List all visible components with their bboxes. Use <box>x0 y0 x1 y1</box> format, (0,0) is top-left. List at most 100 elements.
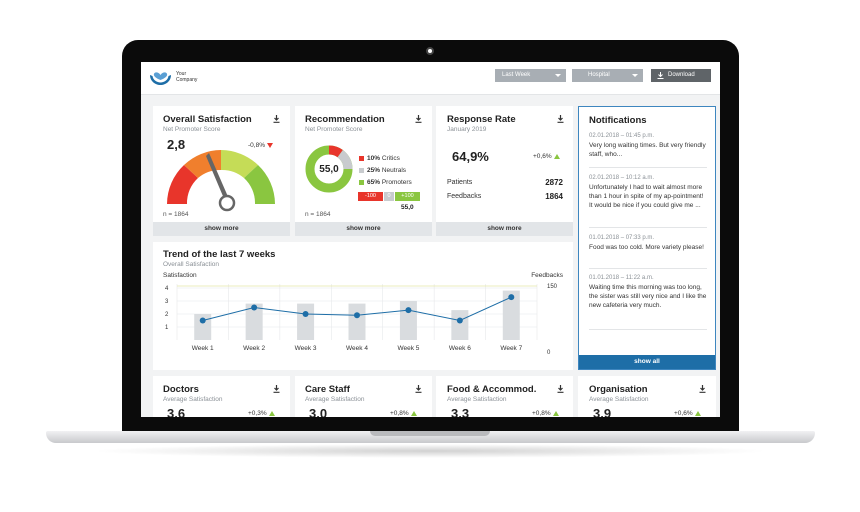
gauge-needle <box>206 153 229 201</box>
notification-item[interactable]: 02.01.2018 – 10:12 a.m. Unfortunately I … <box>589 175 707 210</box>
y2-axis-label: Feedbacks <box>531 272 564 279</box>
card-subtitle: Average Satisfaction <box>163 396 223 403</box>
card-subtitle: Net Promoter Score <box>163 126 221 133</box>
bar <box>399 301 417 340</box>
patients-label: Patients <box>447 179 473 186</box>
sample-size: n = 1864 <box>163 211 189 218</box>
delta-text: +0,3% <box>248 410 267 417</box>
chevron-down-icon <box>632 74 638 77</box>
notification-text: Waiting time this morning was too long, … <box>589 284 707 309</box>
score-delta: +0,8% <box>532 410 559 417</box>
card-subtitle: Overall Satisfaction <box>163 261 219 268</box>
y2-tick-label: 0 <box>547 350 551 356</box>
scale-max: +100 <box>395 192 420 201</box>
data-point <box>508 294 515 301</box>
data-point <box>199 317 206 324</box>
data-point <box>302 311 309 317</box>
feedbacks-label: Feedbacks <box>447 193 482 200</box>
scale-zero: 0 <box>384 192 394 201</box>
scale-min: -100 <box>358 192 383 201</box>
promoters-pct: 65% <box>367 179 381 186</box>
laptop-shadow <box>90 444 770 458</box>
neutrals-swatch <box>359 167 364 173</box>
data-point <box>456 317 463 324</box>
nps-scale: -100 0 +100 <box>358 192 420 201</box>
legend-promoters: 65% Promoters <box>359 179 412 186</box>
card-subtitle: Average Satisfaction <box>447 396 507 403</box>
food-accommodation-card: Food & Accommod. Average Satisfaction 3,… <box>436 376 573 417</box>
company-logo-icon <box>150 72 171 85</box>
response-rate-value: 64,9% <box>452 149 489 164</box>
download-icon <box>657 72 664 79</box>
recommendation-card: Recommendation Net Promoter Score 55,0 1… <box>295 106 432 236</box>
score-value: 2,8 <box>167 137 186 152</box>
download-icon[interactable] <box>415 385 422 393</box>
bar <box>297 303 315 340</box>
critics-swatch <box>359 155 364 161</box>
organisation-card: Organisation Average Satisfaction 3,9 +0… <box>578 376 716 417</box>
overall-satisfaction-card: Overall Satisfaction Net Promoter Score … <box>153 106 290 236</box>
camera-icon <box>426 47 434 55</box>
location-dropdown[interactable]: Hospital <box>572 69 643 82</box>
show-more-button[interactable]: show more <box>153 222 290 236</box>
delta-text: +0,6% <box>533 153 552 160</box>
period-dropdown[interactable]: Last Week <box>495 69 566 82</box>
download-icon[interactable] <box>557 385 564 393</box>
gauge-hub <box>218 194 236 212</box>
chart-grid <box>176 284 538 340</box>
top-bar: Your Company Last Week Hospital Download <box>141 62 720 95</box>
arrow-up-icon <box>553 153 560 159</box>
notification-text: Food was too cold. More variety please! <box>589 244 704 251</box>
x-tick-label: Week 4 <box>346 345 368 352</box>
location-label: Hospital <box>588 72 610 78</box>
scale-value: 55,0 <box>401 204 414 211</box>
score-delta: +0,3% <box>248 410 275 417</box>
card-title: Food & Accommod. <box>447 384 537 395</box>
x-tick-label: Week 3 <box>295 345 317 352</box>
notifications-title: Notifications <box>589 115 647 126</box>
period-label: Last Week <box>502 72 531 78</box>
company-line-1: Your <box>176 71 187 77</box>
notification-item[interactable]: 02.01.2018 – 01:45 p.m. Very long waitin… <box>589 133 707 159</box>
patients-value: 2872 <box>545 178 563 187</box>
download-icon[interactable] <box>557 115 564 123</box>
show-all-button[interactable]: show all <box>579 355 715 369</box>
trend-chart: Satisfaction Feedbacks 1 2 3 4 0 150 Week 1 Wee… <box>163 272 564 356</box>
show-more-button[interactable]: show more <box>295 222 432 236</box>
divider <box>589 268 707 269</box>
download-icon[interactable] <box>273 115 280 123</box>
delta-text: -0,8% <box>248 142 265 149</box>
bar <box>451 310 469 340</box>
notification-text: Unfortunately I had to wait almost more … <box>589 184 704 209</box>
arrow-down-icon <box>266 142 273 148</box>
notification-date: 01.01.2018 – 07:33 p.m. <box>589 235 655 241</box>
feedbacks-value: 1864 <box>545 192 563 201</box>
notification-item[interactable]: 01.01.2018 – 11:22 a.m. Waiting time thi… <box>589 275 707 310</box>
download-icon[interactable] <box>699 385 706 393</box>
gauge-segment-1 <box>167 165 198 204</box>
neutrals-pct: 25% <box>367 167 381 174</box>
card-title: Trend of the last 7 weeks <box>163 249 276 260</box>
y-tick-label: 1 <box>165 325 169 331</box>
notification-date: 01.01.2018 – 11:22 a.m. <box>589 275 654 281</box>
download-icon[interactable] <box>415 115 422 123</box>
card-title: Organisation <box>589 384 648 395</box>
bar <box>348 303 366 340</box>
notification-item[interactable]: 01.01.2018 – 07:33 p.m. Food was too col… <box>589 235 707 252</box>
card-title: Doctors <box>163 384 199 395</box>
score-value: 3,3 <box>451 406 470 417</box>
show-more-button[interactable]: show more <box>436 222 573 236</box>
card-title: Care Staff <box>305 384 350 395</box>
download-icon[interactable] <box>273 385 280 393</box>
promoters-swatch <box>359 179 364 185</box>
notification-text: Very long waiting times. But very friend… <box>589 142 706 158</box>
y-axis-label: Satisfaction <box>163 272 197 279</box>
neutrals-label: Neutrals <box>381 167 407 174</box>
download-button[interactable]: Download <box>651 69 711 82</box>
company-name: Your Company <box>176 71 197 83</box>
legend-critics: 10% Critics <box>359 155 400 162</box>
x-tick-label: Week 6 <box>449 345 471 352</box>
care-staff-card: Care Staff Average Satisfaction 3,0 +0,8… <box>295 376 432 417</box>
notification-date: 02.01.2018 – 01:45 p.m. <box>589 133 655 139</box>
divider <box>589 227 707 228</box>
